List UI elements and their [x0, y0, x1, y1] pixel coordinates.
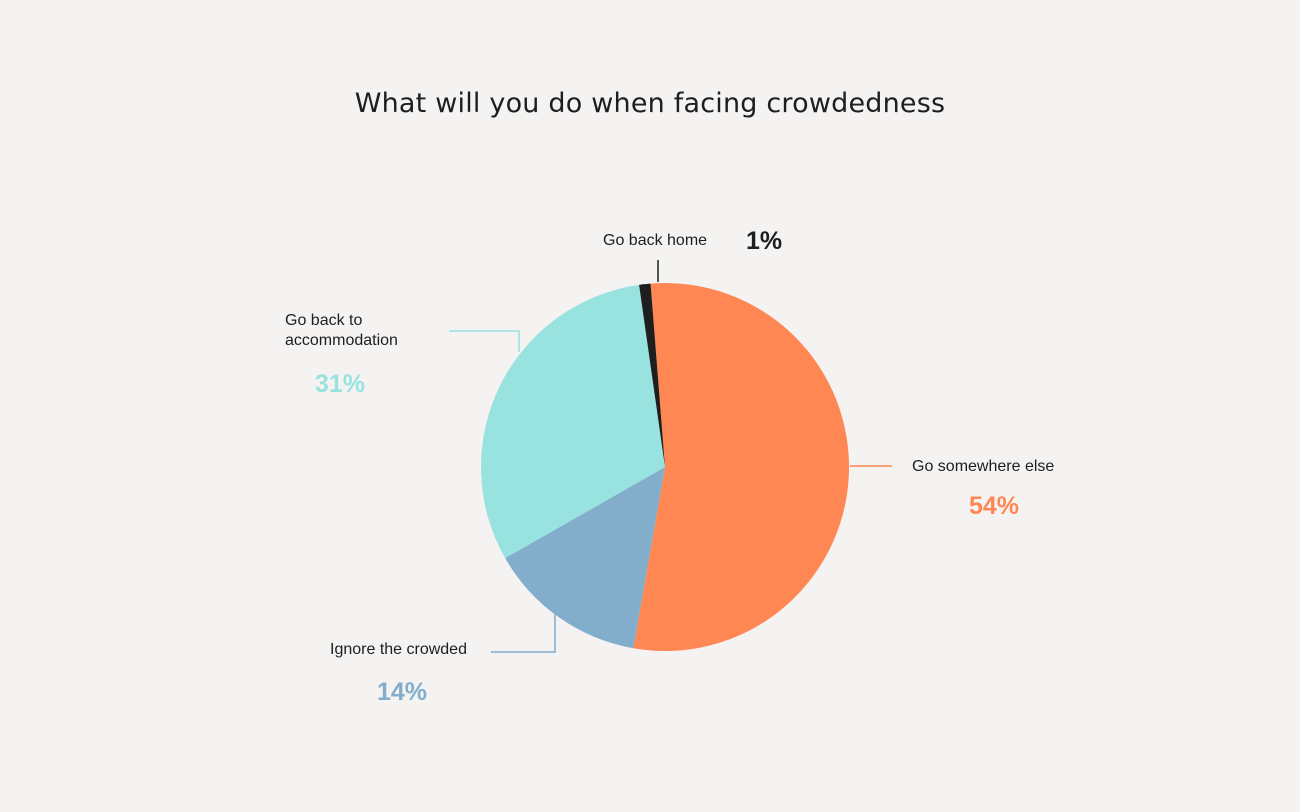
chart-title: What will you do when facing crowdedness — [354, 88, 946, 119]
leader-line-go-back-to-accommodation — [449, 330, 520, 352]
pie-slice-ignore-the-crowded — [505, 467, 665, 649]
leader-line-ignore-the-crowded — [491, 614, 556, 653]
slice-label-go-back-to-accommodation: Go back to accommodation — [285, 312, 398, 349]
slice-label-go-back-home: Go back home — [603, 232, 708, 249]
slice-value-go-back-to-accommodation: 31% — [315, 370, 366, 398]
slice-value-ignore-the-crowded: 14% — [377, 678, 428, 706]
pie-slice-go-back-to-accommodation — [481, 284, 665, 559]
slice-label-ignore-the-crowded: Ignore the crowded — [330, 641, 467, 658]
pie-slice-go-back-home — [639, 283, 665, 467]
pie-slice-go-somewhere-else — [633, 283, 850, 652]
slice-label-go-somewhere-else: Go somewhere else — [912, 458, 1055, 475]
slice-value-go-back-home: 1% — [746, 227, 783, 255]
slice-value-go-somewhere-else: 54% — [969, 492, 1020, 520]
